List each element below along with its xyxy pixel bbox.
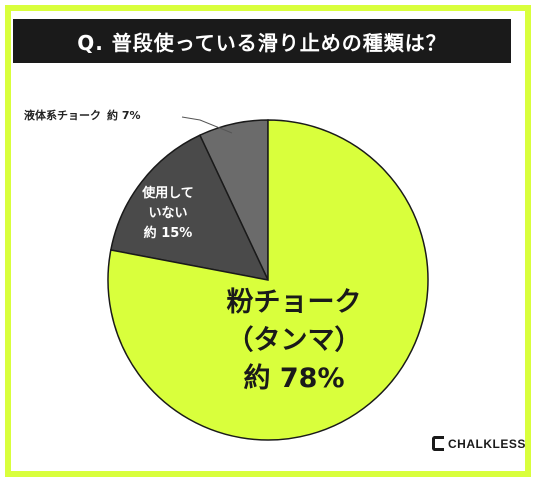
- label-powder-chalk-line1: 粉チョーク: [226, 287, 362, 318]
- label-powder-chalk-line2: （タンマ）: [226, 325, 362, 356]
- chalkless-logo: CHALKLESS: [432, 436, 526, 451]
- label-not-using-line2: いない: [148, 206, 188, 221]
- slice-not-using: [109, 134, 270, 282]
- label-powder-chalk: 粉チョーク （タンマ） 約 78%: [194, 284, 394, 398]
- label-liquid-chalk-value: 約 7%: [107, 109, 141, 122]
- slice-powder-chalk: [107, 119, 429, 441]
- label-liquid-chalk: 液体系チョーク約 7%: [24, 107, 141, 123]
- label-powder-chalk-value: 約 78%: [243, 363, 345, 394]
- chalkless-logo-text: CHALKLESS: [448, 436, 526, 451]
- chalkless-logo-icon: [432, 436, 444, 451]
- label-not-using: 使用して いない 約 15%: [128, 184, 208, 244]
- label-not-using-value: 約 15%: [143, 226, 193, 241]
- label-not-using-line1: 使用して: [142, 186, 194, 201]
- leader-line-liquid-chalk: [181, 116, 233, 134]
- label-liquid-chalk-name: 液体系チョーク: [24, 109, 101, 122]
- chart-title: Q. 普段使っている滑り止めの種類は？: [13, 19, 511, 63]
